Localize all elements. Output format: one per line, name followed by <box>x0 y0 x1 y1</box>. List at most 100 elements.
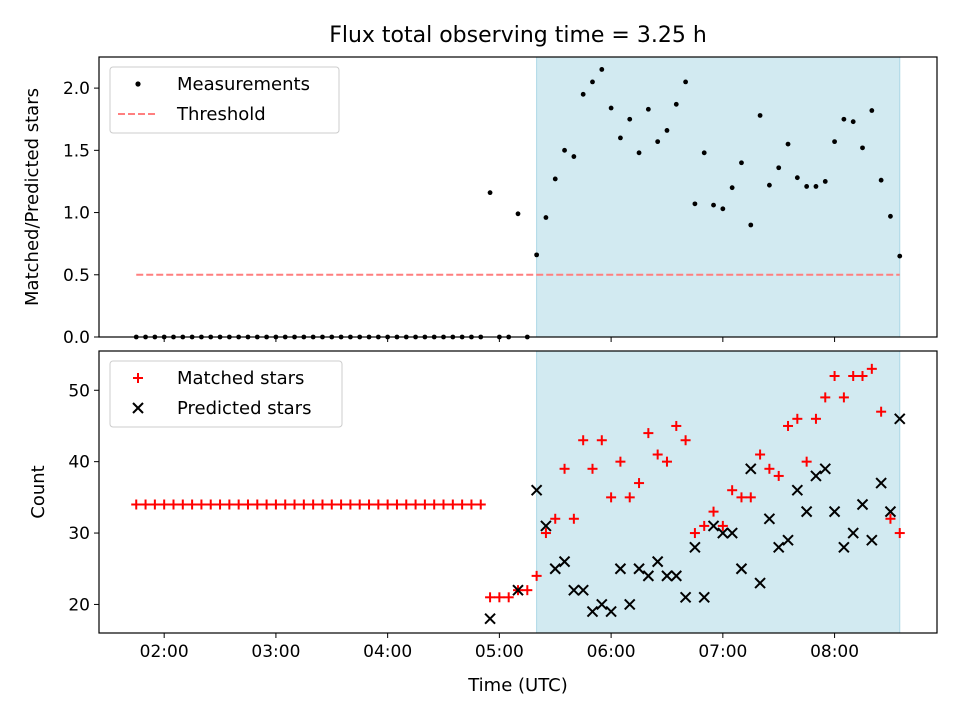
matched-star-point <box>540 528 551 539</box>
matched-star-point <box>149 499 160 510</box>
y-tick-label: 30 <box>68 524 90 544</box>
x-diag-2 <box>884 505 897 518</box>
matched-star-point <box>717 520 728 531</box>
matched-star-point <box>866 363 877 374</box>
predicted-star-point <box>549 563 561 575</box>
measurement-point <box>627 116 633 122</box>
predicted-star-point <box>847 527 859 539</box>
matched-star-point <box>242 499 253 510</box>
measurement-point <box>701 150 707 156</box>
predicted-star-point <box>596 598 608 611</box>
matched-star-point <box>736 492 747 503</box>
predicted-star-point <box>614 563 627 575</box>
x-diag-2 <box>856 498 869 511</box>
matched-star-point <box>755 449 766 460</box>
x-diag-2 <box>782 534 794 546</box>
legend-box <box>109 66 340 134</box>
predicted-star-point <box>651 555 664 568</box>
matched-star-point <box>708 506 719 517</box>
matched-star-point <box>643 428 654 439</box>
x-diag-2 <box>549 563 561 575</box>
x-tick-label: 06:00 <box>587 642 636 662</box>
matched-star-point <box>829 370 840 381</box>
matched-star-point <box>270 499 281 510</box>
matched-star-point <box>727 485 738 496</box>
predicted-star-point <box>577 584 589 596</box>
x-diag-2 <box>763 513 776 525</box>
bottom-y-axis-label: Count <box>28 465 49 518</box>
matched-star-point <box>578 435 589 446</box>
matched-star-point <box>792 413 803 424</box>
measurement-point <box>794 175 800 181</box>
x-diag-2 <box>512 584 524 596</box>
y-tick-label: 2.0 <box>63 79 90 99</box>
matched-star-point <box>457 499 468 510</box>
matched-star-point <box>699 520 710 531</box>
legend-matched-marker <box>133 373 143 383</box>
chart-title: Flux total observing time = 3.25 h <box>329 23 707 48</box>
predicted-star-point <box>735 563 748 575</box>
x-diag-2 <box>773 541 785 554</box>
matched-star-point <box>606 492 617 503</box>
x-diag-2 <box>586 605 599 618</box>
measurement-point <box>711 202 716 208</box>
matched-star-point <box>801 456 812 467</box>
measurement-point <box>664 128 670 133</box>
matched-star-point <box>671 420 682 431</box>
matched-star-point <box>317 499 328 510</box>
matched-star-point <box>419 499 430 510</box>
measurement-point <box>785 141 791 147</box>
x-diag-2 <box>828 505 841 518</box>
legend-measurement-marker <box>135 81 141 87</box>
predicted-star-point <box>828 505 841 518</box>
axes-frame <box>98 350 938 634</box>
matched-star-point <box>252 499 263 510</box>
matched-star-point <box>838 392 849 403</box>
predicted-star-point <box>745 463 757 475</box>
x-tick-label: 03:00 <box>251 642 300 662</box>
matched-star-point <box>447 499 458 510</box>
matched-star-point <box>773 470 784 481</box>
matched-star-point <box>885 513 896 524</box>
predicted-star-point <box>605 605 617 618</box>
x-diag-2 <box>679 591 692 604</box>
matched-star-point <box>131 499 142 510</box>
matched-star-point <box>196 499 207 510</box>
matched-star-point <box>652 449 663 460</box>
measurement-point <box>869 108 875 113</box>
matched-star-point <box>503 592 514 603</box>
predicted-star-point <box>866 534 878 546</box>
matched-star-point <box>401 499 412 510</box>
measurement-point <box>571 154 577 159</box>
x-diag-2 <box>866 534 878 546</box>
y-tick-label: 0.0 <box>63 328 90 348</box>
x-diag-2 <box>670 570 682 582</box>
matched-star-point <box>140 499 151 510</box>
x-diag-2 <box>132 402 144 414</box>
x-diag-2 <box>558 555 571 568</box>
y-tick-label: 1.0 <box>63 204 90 224</box>
predicted-star-point <box>512 584 524 596</box>
matched-star-point <box>364 499 375 510</box>
matched-star-point <box>494 592 505 603</box>
legend-box <box>109 360 343 428</box>
matched-star-point <box>857 370 868 381</box>
matched-star-point <box>159 499 170 510</box>
y-tick-label: 40 <box>68 453 90 473</box>
legend: Matched stars Predicted stars <box>109 360 343 428</box>
legend-label: Matched stars <box>177 368 304 389</box>
measurement-point <box>515 211 521 217</box>
predicted-star-point <box>633 563 645 575</box>
matched-star-point <box>233 499 244 510</box>
predicted-star-point <box>484 613 496 625</box>
measurement-point <box>822 179 828 184</box>
matched-star-point <box>326 499 337 510</box>
series-predicted-stars <box>484 413 906 625</box>
x-diag-2 <box>661 570 673 582</box>
predicted-star-point <box>698 591 710 604</box>
matched-star-point <box>894 528 905 539</box>
x-diag-2 <box>726 527 738 539</box>
matched-star-point <box>289 499 300 510</box>
measurement-point <box>757 113 763 118</box>
matched-star-point <box>466 499 477 510</box>
